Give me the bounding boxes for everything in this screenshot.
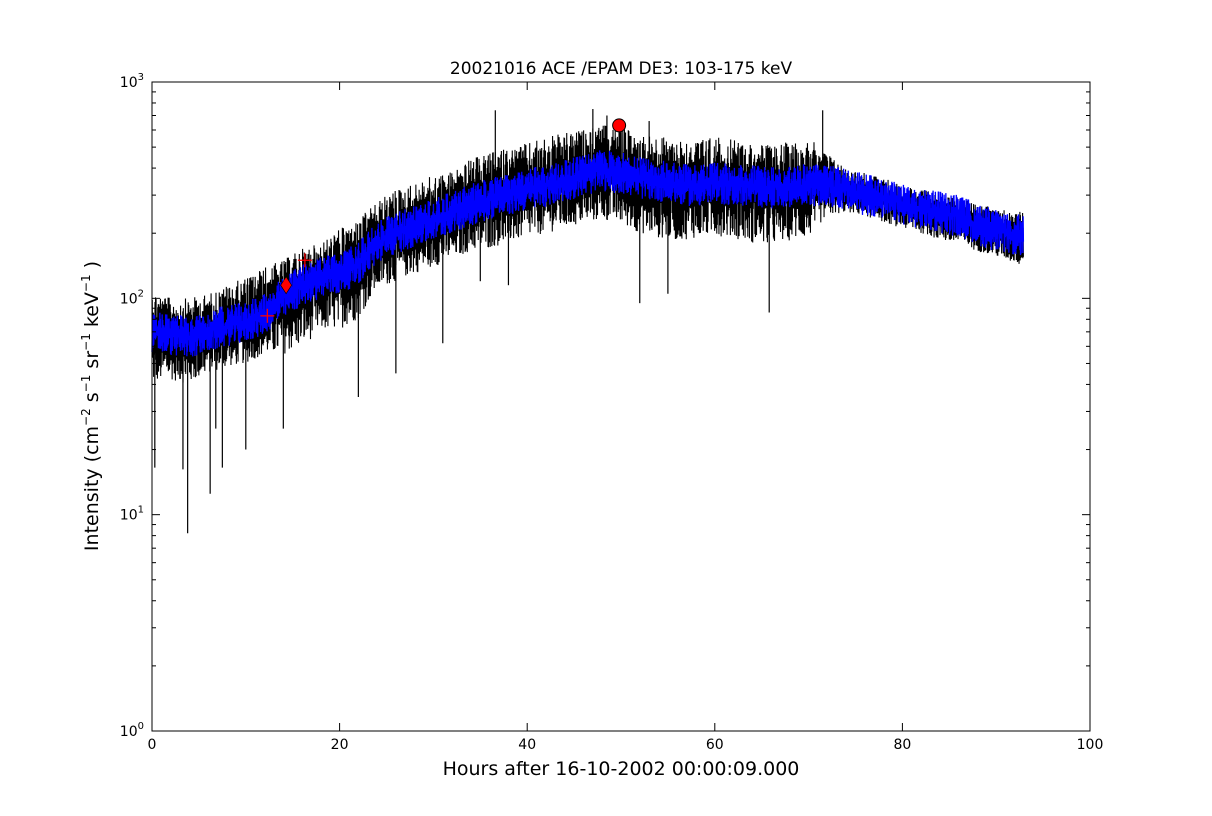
y-label-exp-4: −1 [79, 274, 93, 292]
x-tick-label: 0 [148, 737, 157, 753]
y-axis-label: Intensity (cm−2 s−1 sr−1 keV−1 ) [79, 261, 103, 551]
x-tick-label: 100 [1077, 737, 1104, 753]
series-smoothed-intensity-line [151, 150, 1025, 357]
y-label-suffix: ) [81, 261, 103, 274]
y-label-exp-1: −2 [79, 408, 93, 426]
y-label-exp-3: −1 [79, 333, 93, 351]
x-axis-ticks: 0 20 40 60 80 100 [148, 82, 1104, 753]
y-label-exp-2: −1 [79, 375, 93, 393]
y-label-sr: sr [81, 351, 103, 375]
y-tick-label: 101 [120, 505, 144, 524]
chart-title: 20021016 ACE /EPAM DE3: 103-175 keV [450, 59, 793, 79]
x-tick-label: 40 [518, 737, 536, 753]
event-marker-diamond [280, 276, 292, 295]
x-axis-label: Hours after 16-10-2002 00:00:09.000 [443, 758, 800, 780]
plot-content [151, 109, 1025, 534]
plot-frame [151, 81, 1091, 732]
y-axis-ticks: 100 101 102 103 [120, 72, 1090, 740]
y-label-s: s [81, 392, 103, 408]
x-tick-label: 20 [331, 737, 349, 753]
y-label-prefix: Intensity (cm [81, 426, 103, 551]
x-tick-label: 80 [893, 737, 911, 753]
x-tick-label: 60 [706, 737, 724, 753]
y-label-kev: keV [81, 292, 103, 333]
event-marker-plus [297, 253, 312, 268]
y-tick-label: 103 [120, 72, 144, 91]
y-tick-label: 100 [120, 721, 144, 740]
y-tick-label: 102 [120, 288, 144, 307]
event-marker-circle [612, 118, 627, 133]
event-marker-plus [260, 308, 275, 323]
